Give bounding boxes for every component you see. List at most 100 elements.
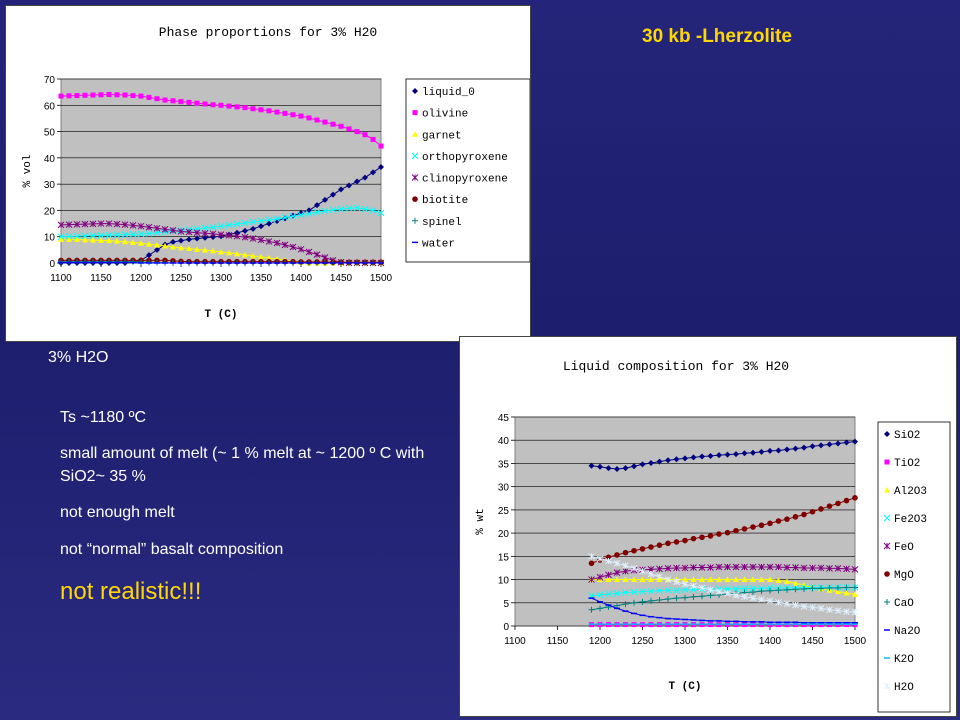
- data-point: [588, 606, 595, 613]
- data-point: [724, 451, 731, 458]
- data-point: [707, 564, 714, 571]
- data-point: [766, 563, 774, 571]
- data-point: [800, 564, 808, 572]
- data-point: [588, 560, 595, 567]
- data-point: [209, 223, 217, 231]
- data-point: [305, 210, 313, 217]
- data-point: [690, 535, 697, 542]
- data-point: [800, 603, 808, 610]
- data-point: [699, 576, 705, 583]
- data-point: [58, 236, 64, 242]
- data-point: [218, 102, 224, 108]
- data-point: [664, 565, 672, 572]
- legend-marker: [884, 599, 890, 605]
- data-point: [639, 461, 646, 468]
- data-point: [297, 245, 305, 253]
- data-point: [250, 225, 256, 232]
- x-tick-label: 1400: [290, 273, 313, 284]
- data-point: [792, 514, 799, 520]
- data-point: [122, 92, 128, 98]
- data-point: [631, 576, 637, 583]
- data-point: [298, 113, 304, 119]
- legend-label: CaO: [894, 598, 914, 610]
- data-point: [354, 129, 360, 135]
- data-point: [826, 606, 833, 614]
- data-point: [630, 588, 638, 596]
- data-point: [202, 247, 208, 253]
- data-point: [138, 258, 144, 265]
- legend-marker: [411, 174, 419, 181]
- data-point: [305, 248, 313, 256]
- data-point: [639, 598, 646, 605]
- data-point: [314, 117, 320, 123]
- data-point: [843, 584, 850, 591]
- data-point: [716, 531, 722, 537]
- data-point: [313, 251, 321, 258]
- data-point: [835, 584, 841, 591]
- data-point: [234, 250, 240, 257]
- data-point: [843, 590, 850, 596]
- bullet-text: not “normal” basalt composition: [60, 540, 284, 558]
- data-point: [775, 587, 782, 594]
- data-point: [146, 241, 152, 247]
- data-point: [82, 92, 88, 98]
- y-tick-label: 30: [498, 483, 510, 494]
- plot-area: [514, 416, 856, 627]
- x-tick-label: 1350: [250, 273, 273, 284]
- data-point: [605, 571, 612, 579]
- y-tick-label: 20: [44, 206, 56, 217]
- legend-label: H2O: [894, 682, 914, 694]
- data-point: [681, 586, 689, 594]
- data-point: [274, 109, 280, 115]
- data-point: [724, 529, 731, 536]
- data-point: [322, 196, 328, 203]
- data-point: [370, 169, 376, 176]
- data-point: [90, 237, 96, 243]
- data-point: [178, 237, 184, 244]
- y-tick-label: 0: [503, 622, 509, 633]
- data-point: [242, 227, 248, 234]
- data-point: [82, 258, 88, 265]
- data-point: [664, 586, 672, 594]
- data-point: [597, 605, 603, 612]
- data-point: [97, 232, 105, 239]
- conclusion-text: not realistic!!!: [60, 577, 202, 605]
- data-point: [193, 229, 201, 237]
- legend-label: Na2O: [894, 626, 921, 638]
- data-point: [707, 576, 714, 583]
- data-point: [249, 218, 257, 226]
- y-axis-label: % vol: [22, 154, 34, 187]
- series-sio2: [588, 438, 858, 473]
- data-point: [378, 164, 384, 171]
- data-point: [715, 588, 723, 595]
- legend-label: clinopyroxene: [422, 174, 508, 186]
- data-point: [741, 576, 748, 583]
- data-point: [750, 449, 756, 456]
- x-tick-label: 1200: [130, 273, 153, 284]
- data-point: [322, 119, 328, 125]
- data-point: [153, 224, 161, 232]
- data-point: [233, 220, 241, 228]
- legend-label: spinel: [422, 217, 462, 229]
- data-point: [775, 577, 782, 583]
- y-tick-label: 15: [498, 552, 510, 563]
- data-point: [114, 258, 120, 265]
- legend-marker: [884, 487, 890, 493]
- data-point: [622, 589, 629, 596]
- data-point: [66, 258, 72, 265]
- data-point: [724, 576, 731, 583]
- data-point: [648, 544, 654, 550]
- data-point: [597, 463, 603, 470]
- data-point: [330, 121, 336, 127]
- data-point: [313, 208, 321, 216]
- y-tick-label: 45: [498, 413, 510, 424]
- data-point: [202, 234, 208, 241]
- series-line: [591, 586, 855, 597]
- legend-marker: [884, 431, 890, 437]
- data-point: [202, 101, 208, 107]
- data-point: [851, 608, 859, 616]
- data-point: [741, 450, 748, 457]
- chart-title: Liquid composition for 3% H20: [563, 359, 789, 374]
- y-tick-label: 25: [498, 506, 510, 517]
- data-point: [614, 552, 620, 558]
